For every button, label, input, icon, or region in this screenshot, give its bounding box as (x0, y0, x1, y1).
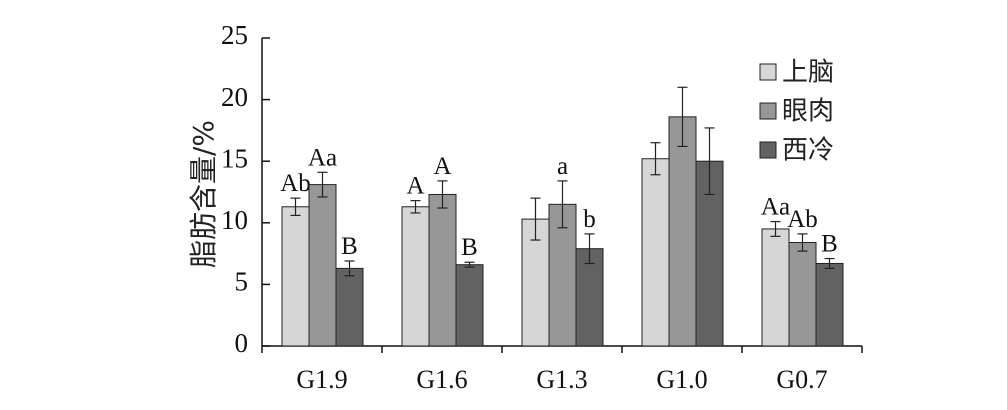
significance-label: Aa (308, 144, 337, 171)
x-tick-label: G1.0 (656, 365, 707, 394)
significance-label: B (341, 233, 358, 260)
legend-label: 眼肉 (782, 97, 834, 127)
significance-label: A (433, 153, 451, 180)
significance-label: A (406, 173, 424, 200)
bar-西冷-G1.9 (335, 267, 364, 347)
y-tick-label: 0 (235, 328, 249, 358)
legend-label: 西冷 (782, 136, 834, 166)
legend-label: 上脑 (782, 58, 834, 88)
significance-label: Ab (280, 170, 311, 197)
bar-上脑-G1.6 (401, 206, 430, 347)
significance-label: b (583, 206, 596, 233)
bar-上脑-G1.9 (281, 206, 310, 347)
y-axis-label: 脂肪含量/% (187, 120, 220, 268)
significance-label: Ab (787, 206, 818, 233)
bar-眼肉-G1.9 (308, 184, 337, 347)
significance-label: B (821, 231, 838, 258)
x-tick-label: G1.9 (296, 365, 347, 394)
y-tick-label: 10 (221, 205, 248, 235)
x-tick-label: G1.3 (536, 365, 587, 394)
significance-label: a (557, 153, 568, 180)
bar-上脑-G1.0 (641, 158, 670, 347)
x-tick-label: G1.6 (416, 365, 467, 394)
bar-上脑-G0.7 (761, 228, 790, 347)
bar-眼肉-G0.7 (788, 242, 817, 347)
y-tick-label: 25 (221, 20, 248, 50)
bar-眼肉-G1.6 (428, 193, 457, 347)
significance-label: B (461, 234, 478, 261)
legend-swatch (759, 141, 777, 159)
bar-西冷-G0.7 (815, 262, 844, 347)
y-tick-label: 20 (221, 82, 248, 112)
x-tick-label: G0.7 (776, 365, 827, 394)
y-tick-label: 15 (221, 143, 248, 173)
significance-label: Aa (761, 194, 790, 221)
legend-swatch (759, 63, 777, 81)
bar-西冷-G1.6 (455, 264, 484, 347)
y-tick-label: 5 (235, 267, 249, 297)
legend-swatch (759, 102, 777, 120)
bar-眼肉-G1.0 (668, 116, 697, 347)
